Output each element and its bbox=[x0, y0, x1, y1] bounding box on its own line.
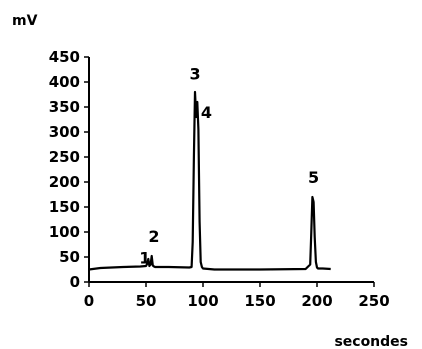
y-tick-label: 200 bbox=[49, 173, 80, 191]
y-tick-label: 50 bbox=[59, 248, 80, 266]
peak-label: 3 bbox=[189, 65, 200, 84]
axes bbox=[89, 57, 374, 282]
x-tick-label: 50 bbox=[136, 292, 157, 310]
x-tick-label: 200 bbox=[301, 292, 332, 310]
y-tick-label: 250 bbox=[49, 148, 80, 166]
peak-annotations: 1 2 34 5 bbox=[139, 65, 319, 268]
y-tick-label: 150 bbox=[49, 198, 80, 216]
y-tick-label: 0 bbox=[70, 273, 80, 291]
y-tick-label: 400 bbox=[49, 73, 80, 91]
x-tick-label: 150 bbox=[244, 292, 275, 310]
peak-label: 1 bbox=[139, 249, 150, 268]
peak-label: 5 bbox=[308, 168, 319, 187]
peak-label: 2 bbox=[148, 227, 159, 246]
y-tick-label: 350 bbox=[49, 98, 80, 116]
x-tick-label: 100 bbox=[187, 292, 218, 310]
y-axis-unit-label: mV bbox=[12, 13, 38, 29]
ticks: 0 50 100 150 200 250 300 350 400 450 0 50 100 150 200 2… bbox=[49, 48, 390, 310]
peak-label: 4 bbox=[201, 103, 212, 122]
y-tick-label: 300 bbox=[49, 123, 80, 141]
y-tick-label: 450 bbox=[49, 48, 80, 66]
x-tick-label: 0 bbox=[84, 292, 94, 310]
x-axis-unit-label: secondes bbox=[334, 334, 408, 349]
x-tick-label: 250 bbox=[358, 292, 389, 310]
y-tick-label: 100 bbox=[49, 223, 80, 241]
